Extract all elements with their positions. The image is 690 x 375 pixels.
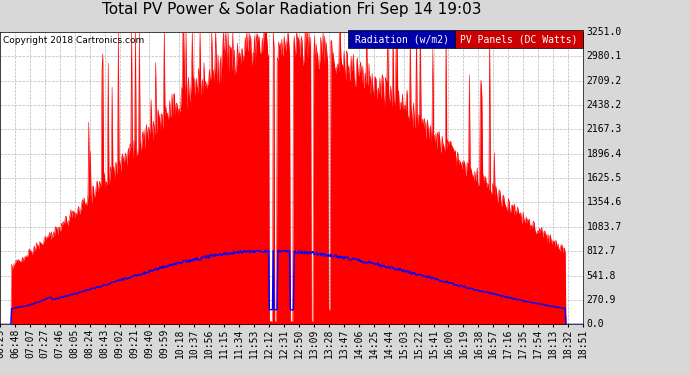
Text: 3251.0: 3251.0 bbox=[586, 27, 622, 37]
Text: 1625.5: 1625.5 bbox=[586, 173, 622, 183]
Text: Copyright 2018 Cartronics.com: Copyright 2018 Cartronics.com bbox=[3, 36, 145, 45]
Text: 2438.2: 2438.2 bbox=[586, 100, 622, 110]
Text: 2709.2: 2709.2 bbox=[586, 76, 622, 86]
Text: 2980.1: 2980.1 bbox=[586, 51, 622, 61]
Text: PV Panels (DC Watts): PV Panels (DC Watts) bbox=[460, 34, 578, 44]
Text: Total PV Power & Solar Radiation Fri Sep 14 19:03: Total PV Power & Solar Radiation Fri Sep… bbox=[101, 2, 482, 17]
Text: 1083.7: 1083.7 bbox=[586, 222, 622, 232]
Text: 0.0: 0.0 bbox=[586, 320, 604, 329]
Text: 1896.4: 1896.4 bbox=[586, 149, 622, 159]
Text: 2167.3: 2167.3 bbox=[586, 124, 622, 134]
Text: 1354.6: 1354.6 bbox=[586, 198, 622, 207]
Text: Radiation (w/m2): Radiation (w/m2) bbox=[355, 34, 449, 44]
Text: 541.8: 541.8 bbox=[586, 271, 616, 280]
Text: 812.7: 812.7 bbox=[586, 246, 616, 256]
Text: 270.9: 270.9 bbox=[586, 295, 616, 305]
